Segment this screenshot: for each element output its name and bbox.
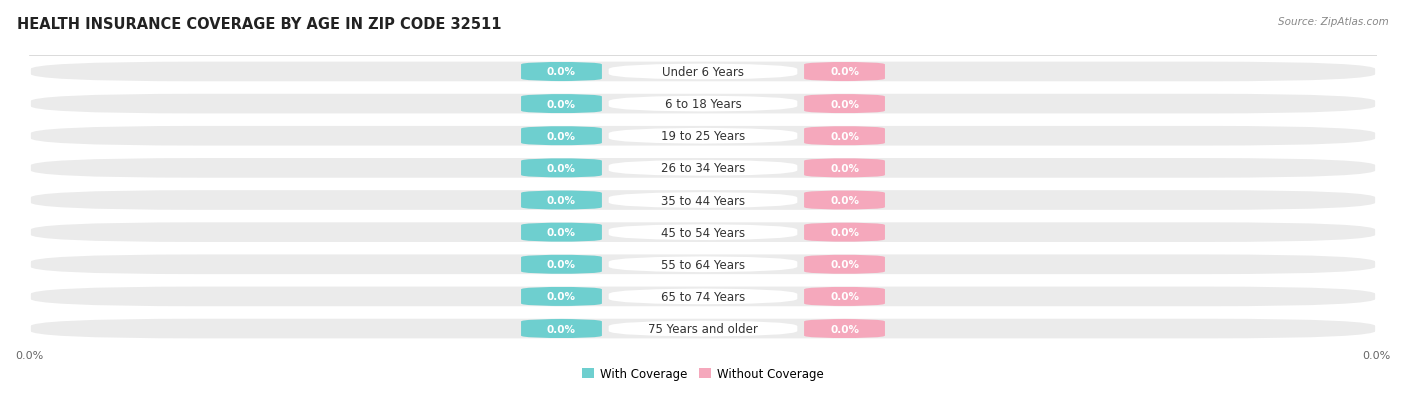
FancyBboxPatch shape — [609, 96, 797, 112]
FancyBboxPatch shape — [804, 255, 884, 274]
FancyBboxPatch shape — [30, 93, 1376, 116]
Text: 0.0%: 0.0% — [547, 131, 576, 141]
FancyBboxPatch shape — [522, 159, 602, 178]
Text: 0.0%: 0.0% — [547, 292, 576, 301]
FancyBboxPatch shape — [522, 223, 602, 242]
FancyBboxPatch shape — [609, 289, 797, 305]
Text: 0.0%: 0.0% — [830, 292, 859, 301]
Text: 26 to 34 Years: 26 to 34 Years — [661, 162, 745, 175]
FancyBboxPatch shape — [30, 317, 1376, 340]
FancyBboxPatch shape — [522, 287, 602, 306]
Text: HEALTH INSURANCE COVERAGE BY AGE IN ZIP CODE 32511: HEALTH INSURANCE COVERAGE BY AGE IN ZIP … — [17, 17, 502, 31]
FancyBboxPatch shape — [804, 319, 884, 338]
FancyBboxPatch shape — [609, 128, 797, 145]
FancyBboxPatch shape — [609, 256, 797, 273]
FancyBboxPatch shape — [609, 225, 797, 241]
FancyBboxPatch shape — [804, 63, 884, 82]
Text: 55 to 64 Years: 55 to 64 Years — [661, 258, 745, 271]
FancyBboxPatch shape — [30, 253, 1376, 276]
FancyBboxPatch shape — [522, 95, 602, 114]
Text: 0.0%: 0.0% — [547, 164, 576, 173]
Text: 0.0%: 0.0% — [830, 67, 859, 77]
Text: 0.0%: 0.0% — [830, 100, 859, 109]
FancyBboxPatch shape — [609, 192, 797, 209]
Text: 6 to 18 Years: 6 to 18 Years — [665, 98, 741, 111]
Text: 0.0%: 0.0% — [830, 195, 859, 206]
Text: 65 to 74 Years: 65 to 74 Years — [661, 290, 745, 303]
FancyBboxPatch shape — [30, 189, 1376, 212]
FancyBboxPatch shape — [30, 221, 1376, 244]
Text: Under 6 Years: Under 6 Years — [662, 66, 744, 79]
Text: 0.0%: 0.0% — [547, 195, 576, 206]
FancyBboxPatch shape — [804, 223, 884, 242]
FancyBboxPatch shape — [804, 159, 884, 178]
Text: 0.0%: 0.0% — [830, 260, 859, 270]
Text: 0.0%: 0.0% — [547, 260, 576, 270]
Text: 0.0%: 0.0% — [547, 67, 576, 77]
FancyBboxPatch shape — [522, 127, 602, 146]
Text: Source: ZipAtlas.com: Source: ZipAtlas.com — [1278, 17, 1389, 26]
FancyBboxPatch shape — [804, 191, 884, 210]
Text: 19 to 25 Years: 19 to 25 Years — [661, 130, 745, 143]
Text: 75 Years and older: 75 Years and older — [648, 322, 758, 335]
FancyBboxPatch shape — [522, 319, 602, 338]
Legend: With Coverage, Without Coverage: With Coverage, Without Coverage — [578, 363, 828, 385]
FancyBboxPatch shape — [522, 191, 602, 210]
Text: 0.0%: 0.0% — [547, 100, 576, 109]
Text: 0.0%: 0.0% — [830, 228, 859, 237]
Text: 0.0%: 0.0% — [547, 228, 576, 237]
Text: 0.0%: 0.0% — [830, 324, 859, 334]
FancyBboxPatch shape — [30, 125, 1376, 148]
Text: 0.0%: 0.0% — [830, 131, 859, 141]
FancyBboxPatch shape — [30, 157, 1376, 180]
FancyBboxPatch shape — [522, 255, 602, 274]
FancyBboxPatch shape — [30, 61, 1376, 84]
Text: 45 to 54 Years: 45 to 54 Years — [661, 226, 745, 239]
FancyBboxPatch shape — [609, 161, 797, 176]
FancyBboxPatch shape — [804, 287, 884, 306]
Text: 0.0%: 0.0% — [830, 164, 859, 173]
FancyBboxPatch shape — [804, 127, 884, 146]
Text: 0.0%: 0.0% — [547, 324, 576, 334]
FancyBboxPatch shape — [522, 63, 602, 82]
FancyBboxPatch shape — [609, 321, 797, 337]
Text: 35 to 44 Years: 35 to 44 Years — [661, 194, 745, 207]
FancyBboxPatch shape — [804, 95, 884, 114]
FancyBboxPatch shape — [30, 285, 1376, 308]
FancyBboxPatch shape — [609, 64, 797, 80]
